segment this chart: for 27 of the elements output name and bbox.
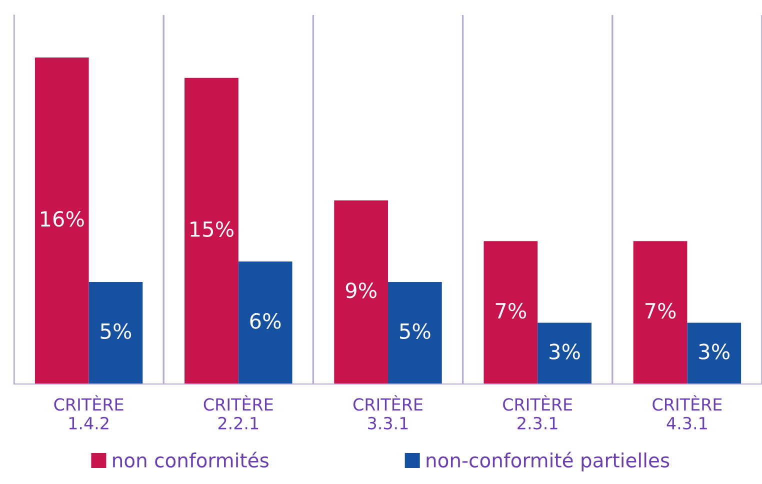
bar bbox=[238, 262, 292, 384]
x-tick-label: CRITÈRE 3.3.1 bbox=[353, 395, 422, 430]
data-label: 3% bbox=[550, 344, 580, 360]
bar bbox=[687, 322, 742, 384]
data-label: 6% bbox=[250, 313, 281, 329]
data-label: 9% bbox=[346, 282, 376, 298]
x-tick-label: CRITÈRE 1.4.2 bbox=[54, 395, 124, 430]
bar bbox=[184, 78, 238, 384]
bar bbox=[88, 282, 143, 384]
data-label: 3% bbox=[699, 344, 730, 360]
data-label: 5% bbox=[400, 323, 430, 340]
x-tick-label: CRITÈRE 2.2.1 bbox=[204, 395, 273, 430]
x-tick-label: CRITÈRE 4.3.1 bbox=[652, 395, 722, 430]
data-label: 5% bbox=[100, 323, 132, 340]
bar bbox=[334, 200, 388, 384]
data-label: 16% bbox=[41, 211, 84, 227]
bar bbox=[388, 282, 442, 384]
bar bbox=[34, 57, 89, 384]
x-tick-label: CRITÈRE 2.3.1 bbox=[503, 395, 572, 430]
legend-label: non-conformité partielles bbox=[426, 452, 670, 472]
bar bbox=[538, 322, 592, 384]
bar bbox=[484, 241, 538, 384]
bar bbox=[633, 241, 688, 384]
data-label: 7% bbox=[645, 302, 676, 319]
legend-label: non conformités bbox=[113, 452, 268, 468]
data-label: 7% bbox=[496, 302, 526, 319]
data-label: 15% bbox=[190, 221, 234, 237]
